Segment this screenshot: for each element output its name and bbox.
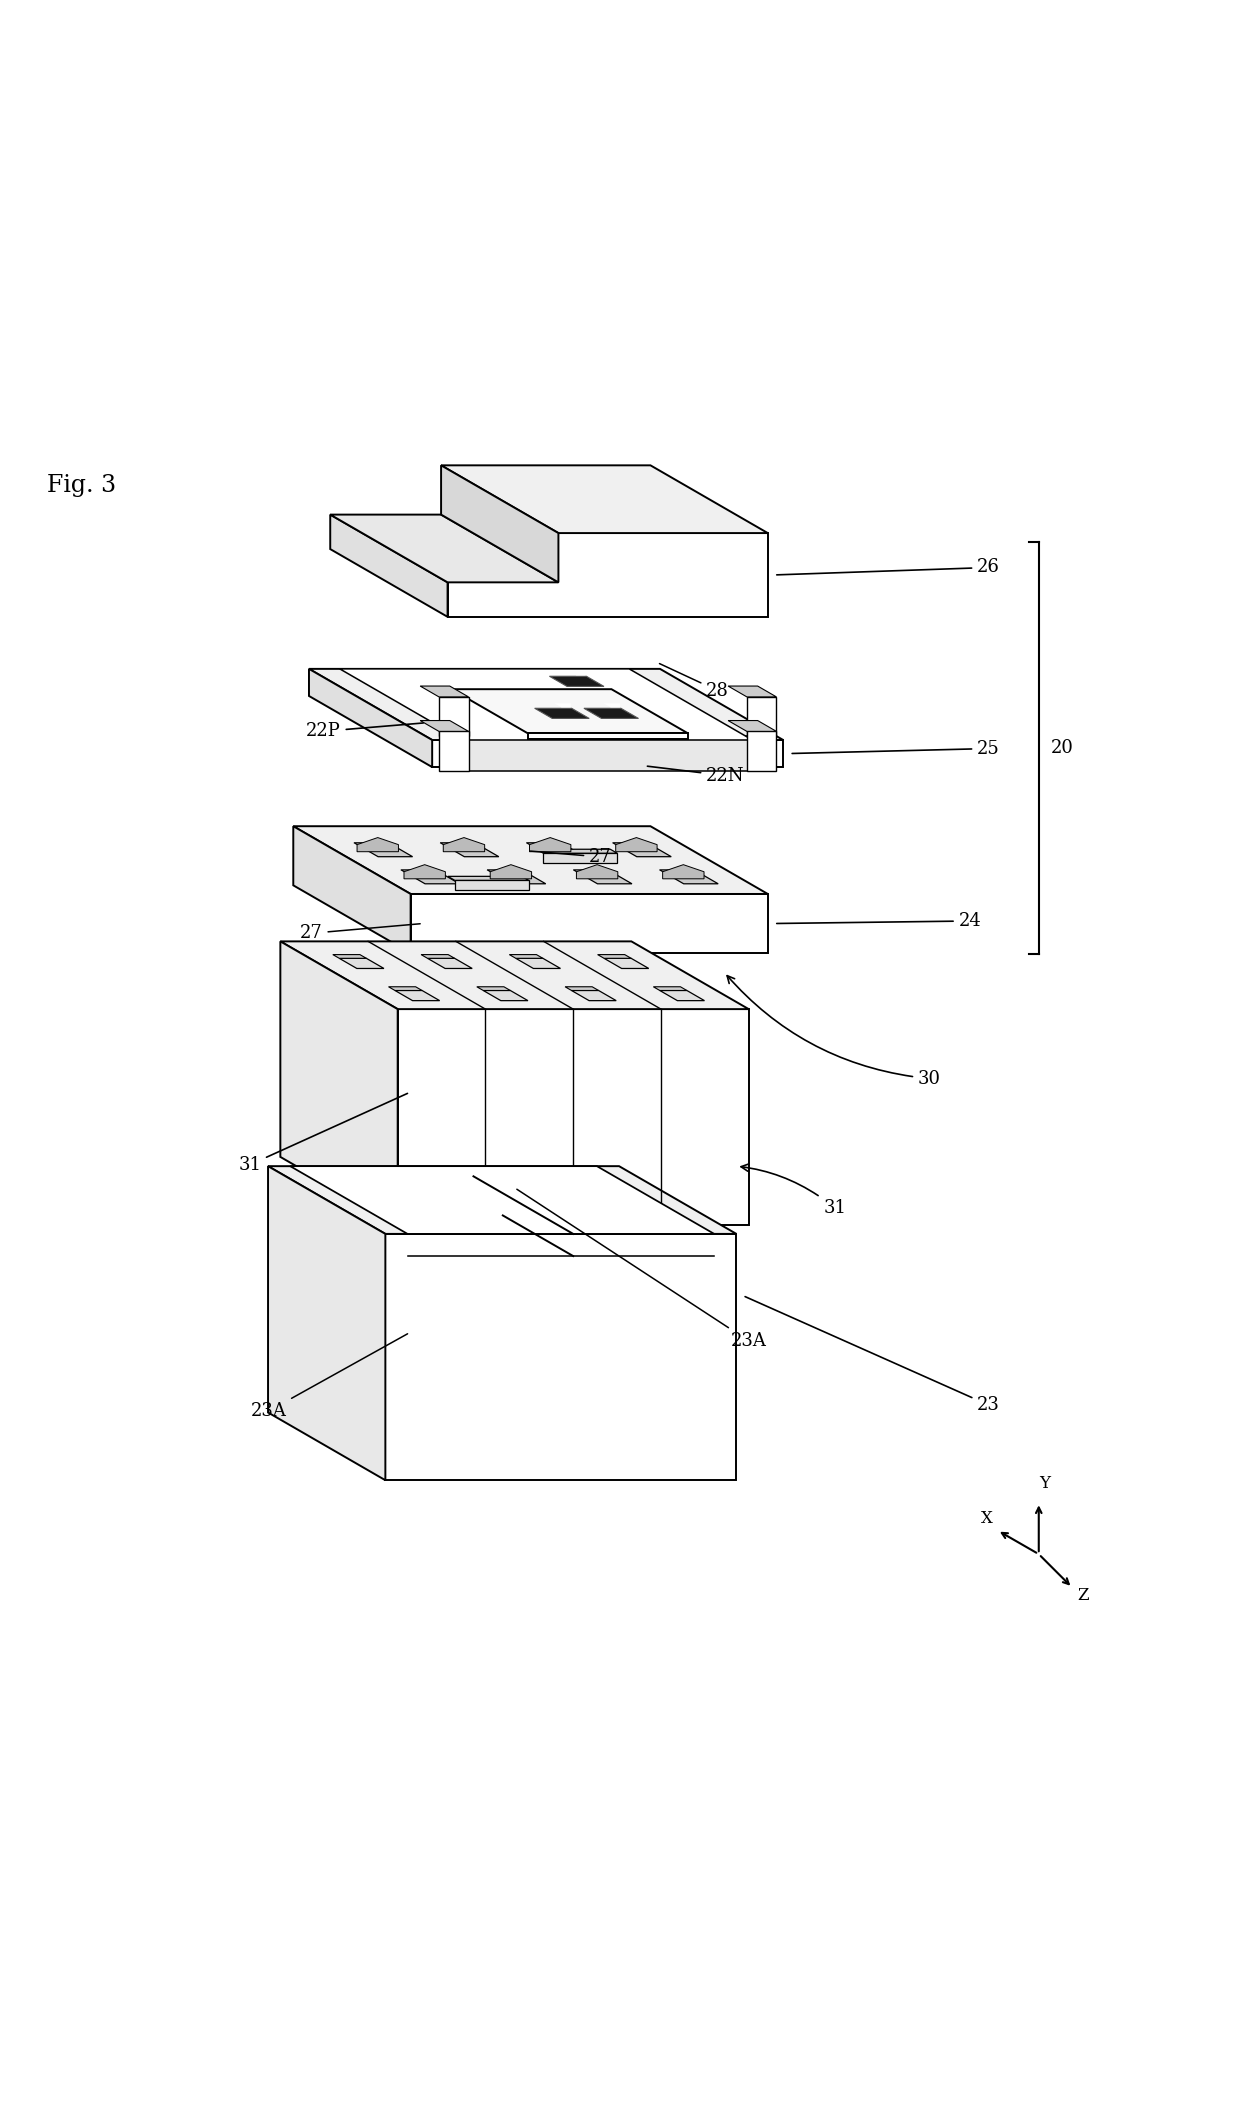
Polygon shape [746, 731, 776, 771]
Polygon shape [440, 843, 481, 847]
Polygon shape [340, 957, 384, 968]
Text: 23A: 23A [517, 1188, 766, 1349]
Text: 27: 27 [531, 847, 613, 866]
Polygon shape [728, 720, 776, 731]
Polygon shape [484, 991, 528, 1000]
Polygon shape [572, 991, 616, 1000]
Polygon shape [565, 987, 599, 991]
Polygon shape [439, 731, 469, 771]
Polygon shape [446, 847, 498, 856]
Polygon shape [280, 940, 749, 1008]
Text: 30: 30 [727, 976, 941, 1089]
Polygon shape [294, 826, 768, 894]
Polygon shape [573, 870, 614, 873]
Polygon shape [537, 849, 618, 854]
Polygon shape [516, 957, 560, 968]
Text: Y: Y [1039, 1474, 1050, 1491]
Text: 22N: 22N [647, 767, 745, 784]
Text: 31: 31 [742, 1165, 846, 1218]
Polygon shape [361, 847, 413, 856]
Polygon shape [660, 991, 704, 1000]
Text: 27: 27 [300, 923, 420, 943]
Polygon shape [309, 669, 433, 767]
Text: 31: 31 [238, 1093, 408, 1173]
Polygon shape [294, 826, 410, 953]
Polygon shape [534, 707, 589, 718]
Polygon shape [330, 515, 448, 616]
Polygon shape [396, 991, 440, 1000]
Text: Fig. 3: Fig. 3 [47, 474, 117, 498]
Polygon shape [332, 955, 366, 957]
Polygon shape [340, 669, 753, 739]
Polygon shape [728, 686, 776, 697]
Polygon shape [580, 873, 632, 883]
Polygon shape [584, 707, 639, 718]
Polygon shape [428, 957, 472, 968]
Polygon shape [290, 1167, 714, 1235]
Polygon shape [653, 987, 687, 991]
Polygon shape [455, 881, 528, 890]
Polygon shape [660, 870, 701, 873]
Polygon shape [746, 697, 776, 737]
Polygon shape [268, 1167, 737, 1235]
Polygon shape [613, 843, 653, 847]
Polygon shape [408, 873, 460, 883]
Polygon shape [487, 870, 528, 873]
Polygon shape [386, 1235, 737, 1480]
Polygon shape [510, 955, 543, 957]
Polygon shape [441, 466, 768, 534]
Text: Z: Z [1078, 1586, 1089, 1603]
Polygon shape [433, 739, 784, 767]
Polygon shape [577, 864, 618, 879]
Text: 26: 26 [776, 559, 999, 576]
Polygon shape [441, 466, 558, 582]
Polygon shape [490, 864, 532, 879]
Polygon shape [353, 843, 396, 847]
Polygon shape [662, 864, 704, 879]
Polygon shape [404, 864, 445, 879]
Polygon shape [528, 733, 688, 739]
Polygon shape [410, 894, 768, 953]
Polygon shape [569, 671, 585, 676]
Text: X: X [981, 1510, 993, 1527]
Polygon shape [666, 873, 718, 883]
Polygon shape [280, 940, 398, 1224]
Polygon shape [357, 837, 398, 851]
Polygon shape [448, 877, 528, 881]
Text: 22P: 22P [306, 722, 423, 741]
Polygon shape [422, 955, 455, 957]
Polygon shape [330, 515, 558, 582]
Polygon shape [309, 669, 784, 739]
Polygon shape [398, 1008, 749, 1224]
Polygon shape [604, 703, 620, 707]
Polygon shape [448, 534, 768, 616]
Text: 23: 23 [745, 1296, 999, 1415]
Text: 20: 20 [1052, 739, 1074, 756]
Polygon shape [549, 676, 604, 686]
Text: 23A: 23A [250, 1334, 408, 1421]
Polygon shape [420, 720, 469, 731]
Polygon shape [616, 837, 657, 851]
Polygon shape [494, 873, 546, 883]
Polygon shape [451, 688, 688, 733]
Polygon shape [598, 955, 631, 957]
Polygon shape [463, 737, 753, 771]
Polygon shape [529, 837, 570, 851]
Polygon shape [401, 870, 441, 873]
Polygon shape [268, 1167, 386, 1480]
Polygon shape [533, 847, 585, 856]
Polygon shape [477, 987, 511, 991]
Polygon shape [619, 847, 671, 856]
Polygon shape [388, 987, 422, 991]
Polygon shape [443, 837, 485, 851]
Polygon shape [543, 854, 618, 864]
Text: 28: 28 [660, 663, 729, 699]
Polygon shape [604, 957, 649, 968]
Text: 24: 24 [776, 913, 981, 930]
Polygon shape [554, 703, 570, 707]
Polygon shape [439, 697, 469, 737]
Polygon shape [526, 843, 568, 847]
Polygon shape [420, 686, 469, 697]
Text: 25: 25 [792, 739, 999, 758]
